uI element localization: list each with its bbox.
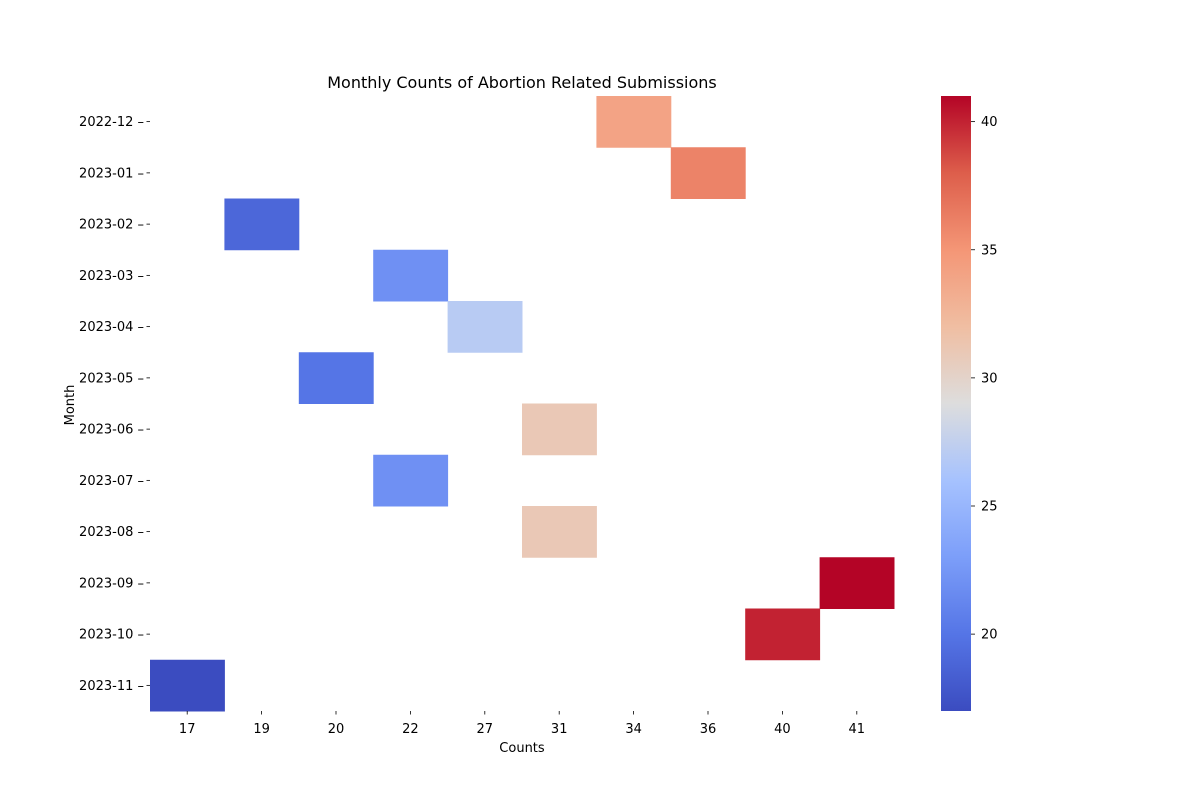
x-tick-label: 36 bbox=[700, 722, 717, 737]
heatmap-cell bbox=[373, 454, 449, 507]
y-tick-label: 2023-05 – bbox=[79, 371, 144, 386]
colorbar-ticks: 20 25 30 35 40 bbox=[971, 115, 998, 643]
heatmap-cell bbox=[522, 506, 597, 558]
x-tick-label: 40 bbox=[774, 722, 791, 737]
y-tick-labels: 2022-12 – 2023-01 – 2023-02 – 2023-03 – 2023… bbox=[79, 115, 150, 694]
x-tick-label: 31 bbox=[551, 722, 568, 737]
y-tick-label: 2023-07 – bbox=[79, 474, 144, 489]
colorbar-tick-label: 25 bbox=[981, 500, 998, 515]
chart-title: Monthly Counts of Abortion Related Submi… bbox=[327, 73, 717, 92]
colorbar-gradient bbox=[941, 96, 971, 711]
heatmap-cell bbox=[373, 249, 449, 302]
x-tick-label: 20 bbox=[328, 722, 345, 737]
y-tick-label: 2023-02 – bbox=[79, 218, 144, 233]
colorbar-tick-label: 40 bbox=[981, 115, 998, 130]
x-tick-label: 19 bbox=[253, 722, 270, 737]
colorbar-tick-label: 20 bbox=[981, 628, 998, 643]
colorbar-tick-label: 35 bbox=[981, 243, 998, 258]
heatmap-cell bbox=[596, 96, 672, 148]
y-tick-label: 2023-09 – bbox=[79, 576, 144, 591]
x-tick-label: 22 bbox=[402, 722, 419, 737]
y-tick-label: 2023-11 – bbox=[79, 679, 144, 694]
heatmap-cell bbox=[745, 608, 821, 661]
heatmap-cell bbox=[298, 352, 374, 404]
x-axis-label: Counts bbox=[499, 741, 545, 756]
x-tick-label: 41 bbox=[849, 722, 866, 737]
y-tick-label: 2022-12 – bbox=[79, 115, 144, 130]
heatmap-cell bbox=[819, 557, 895, 609]
y-tick-label: 2023-03 – bbox=[79, 269, 144, 284]
x-tick-label: 17 bbox=[179, 722, 196, 737]
heatmap-cell bbox=[224, 198, 300, 251]
heatmap-cell bbox=[447, 301, 523, 353]
y-tick-label: 2023-08 – bbox=[79, 525, 144, 540]
y-axis-label: Month bbox=[63, 385, 78, 426]
colorbar: 20 25 30 35 40 bbox=[941, 96, 998, 711]
colorbar-tick-label: 30 bbox=[981, 371, 998, 386]
y-tick-label: 2023-06 – bbox=[79, 423, 144, 438]
y-tick-label: 2023-04 – bbox=[79, 320, 144, 335]
heatmap-cell bbox=[522, 403, 597, 456]
heatmap-cell bbox=[150, 659, 225, 712]
x-tick-label: 34 bbox=[625, 722, 642, 737]
heatmap-cell bbox=[670, 147, 746, 199]
heatmap-cells bbox=[150, 96, 895, 712]
y-tick-label: 2023-10 – bbox=[79, 628, 144, 643]
x-tick-label: 27 bbox=[477, 722, 494, 737]
y-tick-label: 2023-01 – bbox=[79, 166, 144, 181]
x-tick-labels: 17 19 20 22 27 31 34 36 40 41 bbox=[179, 711, 865, 737]
